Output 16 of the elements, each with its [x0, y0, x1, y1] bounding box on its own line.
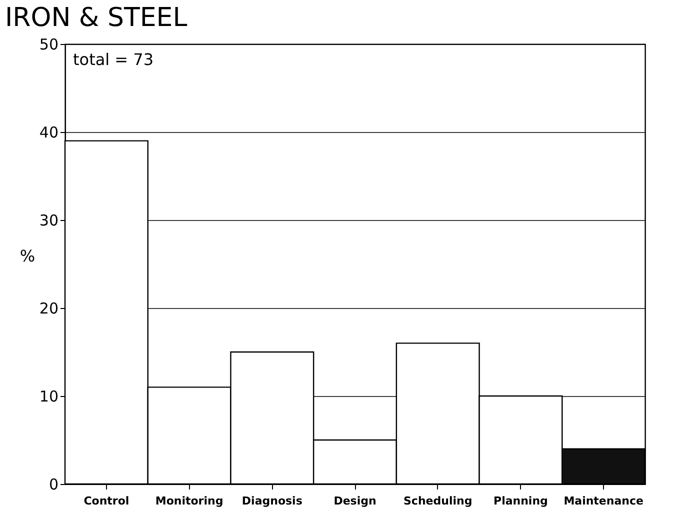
x-tick-label: Scheduling: [404, 494, 472, 508]
y-tick-label: 10: [39, 388, 58, 406]
annotation: total = 73: [73, 50, 154, 69]
y-tick-label: 40: [39, 124, 58, 142]
y-tick-label: 30: [39, 212, 58, 230]
y-axis-title: %: [20, 246, 36, 266]
chart-title: IRON & STEEL: [5, 3, 188, 33]
y-tick-label: 0: [48, 476, 58, 494]
x-tick-label: Control: [84, 494, 130, 508]
y-tick-label: 20: [39, 300, 58, 318]
x-tick-label: Monitoring: [155, 494, 224, 508]
x-tick-label: Design: [334, 494, 376, 508]
x-tick-label: Diagnosis: [242, 494, 303, 508]
y-tick-label: 50: [39, 36, 58, 54]
x-tick-label: Maintenance: [564, 494, 644, 508]
x-tick-label: Planning: [494, 494, 548, 508]
